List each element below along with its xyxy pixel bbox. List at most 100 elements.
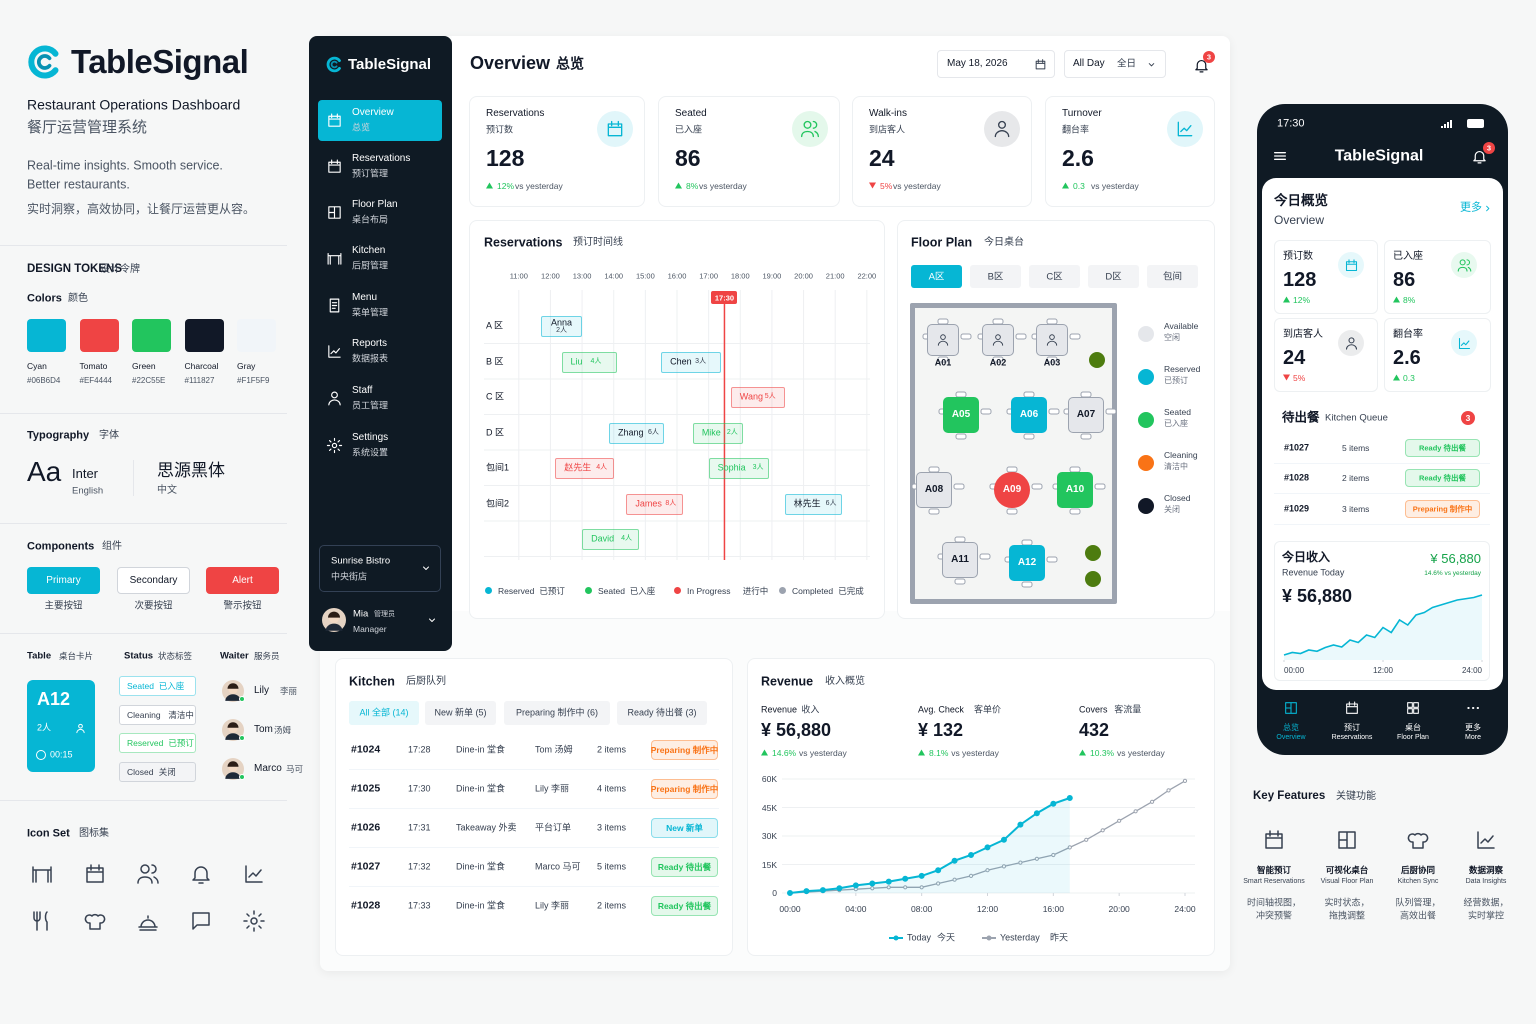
chair [953, 483, 965, 490]
point [836, 885, 843, 892]
kpi-note: vs yesterday [699, 180, 747, 191]
button[interactable] [206, 567, 279, 594]
trend-arrow [1062, 182, 1069, 189]
order-items: 2 items [597, 744, 627, 755]
feature-desc: 冲突预警 [1255, 910, 1293, 921]
x-tick-label: 15:00 [635, 271, 655, 281]
font-name: 思源黑体 [157, 460, 225, 480]
legend-marker [986, 935, 992, 941]
trend-arrow-shape [1062, 182, 1069, 189]
revenue-value: ¥ 56,880 [1282, 586, 1353, 607]
mini-card-value: 2.6 [1393, 347, 1421, 369]
booking-size: 4人 [621, 534, 632, 542]
x-tick-label: 00:00 [1284, 666, 1305, 676]
booking-size: 3人 [695, 357, 707, 365]
icon-stroke [327, 391, 341, 405]
avatar-hair [328, 611, 340, 618]
card-title: Floor Plan [911, 235, 973, 250]
point [1100, 828, 1105, 833]
nav-label-cn: 员工管理 [352, 400, 389, 411]
icon-stroke [138, 915, 158, 931]
order-items: 2 items [597, 900, 627, 911]
tab[interactable] [1088, 265, 1139, 288]
kpi-title: Reservations [486, 108, 545, 119]
x-tick-label: 24:00 [1461, 666, 1482, 676]
kpi-note: vs yesterday [893, 180, 941, 191]
tab[interactable] [1029, 265, 1080, 288]
nav-active[interactable] [318, 100, 442, 141]
booking [661, 351, 722, 373]
subsection-title: Typography [27, 429, 90, 442]
tab[interactable] [504, 701, 610, 725]
booking-size: 4人 [596, 463, 608, 471]
avatar-hair [227, 683, 239, 689]
chair [955, 433, 967, 440]
button[interactable] [27, 567, 100, 594]
feature-desc: 实时状态， [1324, 897, 1370, 908]
y-tick-label: 45K [761, 802, 777, 813]
icon-more [1467, 707, 1479, 709]
signal-bar [1450, 120, 1452, 128]
x-tick-label: 16:00 [667, 271, 687, 281]
nav-label: Staff [352, 385, 373, 396]
tagline-cn: 实时洞察，高效协同，让餐厅运营更从容。 [27, 201, 256, 216]
feature-title: 后厨协同 [1400, 864, 1436, 875]
x-tick-label: 21:00 [825, 271, 845, 281]
status-chip [119, 705, 196, 725]
mini-icon-bg [1338, 330, 1364, 356]
x-tick-label: 11:00 [509, 271, 528, 281]
chair [960, 333, 972, 340]
legend-dot [674, 587, 681, 594]
badge [1461, 411, 1475, 425]
icon-users [137, 864, 159, 884]
stat-change: 8.1% [929, 747, 949, 758]
order-items: 4 items [597, 783, 627, 794]
mini-card-title: 翻台率 [1393, 329, 1423, 340]
chair [1046, 356, 1058, 363]
button[interactable] [117, 567, 190, 594]
tab[interactable] [911, 265, 962, 288]
stat-label: Revenue [761, 704, 798, 715]
avatar-body [225, 772, 241, 779]
clock-icon [36, 750, 46, 760]
online-dot [239, 735, 245, 741]
avatar-hair [227, 722, 239, 728]
mini-card-value: 86 [1393, 269, 1416, 291]
order-type: Dine-in 堂食 [456, 783, 506, 794]
icon-down [429, 618, 435, 622]
brand-subtitle: Restaurant Operations Dashboard [27, 96, 241, 113]
table [1068, 397, 1104, 433]
tab[interactable] [617, 701, 707, 725]
trend-arrow [1393, 296, 1400, 303]
icon-stroke [607, 120, 623, 137]
card-title-cn: 收入概览 [825, 676, 865, 687]
row-divider [349, 886, 719, 887]
icon-stroke [1338, 831, 1356, 849]
x-tick-label: 19:00 [762, 271, 782, 281]
tab[interactable] [349, 701, 419, 725]
tab[interactable] [970, 265, 1021, 288]
kpi-icon-bg [792, 111, 828, 147]
restaurant-select[interactable] [319, 545, 441, 592]
tab[interactable] [1147, 265, 1198, 288]
avatar [322, 608, 346, 632]
x-tick-label: 16:00 [1042, 903, 1064, 914]
divider [0, 800, 287, 801]
booking-name: Mike [701, 427, 721, 438]
logo-arc [326, 56, 341, 73]
trend-arrow [918, 749, 925, 756]
point [1033, 810, 1040, 817]
order-time: 17:30 [408, 783, 431, 794]
feature-subtitle: Data Insights [1465, 877, 1507, 885]
order-type: Dine-in 堂食 [456, 900, 506, 911]
booking [582, 529, 640, 550]
feature-desc: 高效出餐 [1399, 910, 1437, 921]
point [935, 867, 942, 874]
chair [954, 578, 966, 585]
tab[interactable] [425, 701, 496, 725]
status-chip-cn: 已预订 [168, 737, 194, 748]
row-label: C 区 [486, 391, 505, 402]
order-waiter: Tom 汤姆 [535, 744, 573, 755]
point [1149, 799, 1155, 804]
booking-name: Chen [670, 356, 692, 367]
